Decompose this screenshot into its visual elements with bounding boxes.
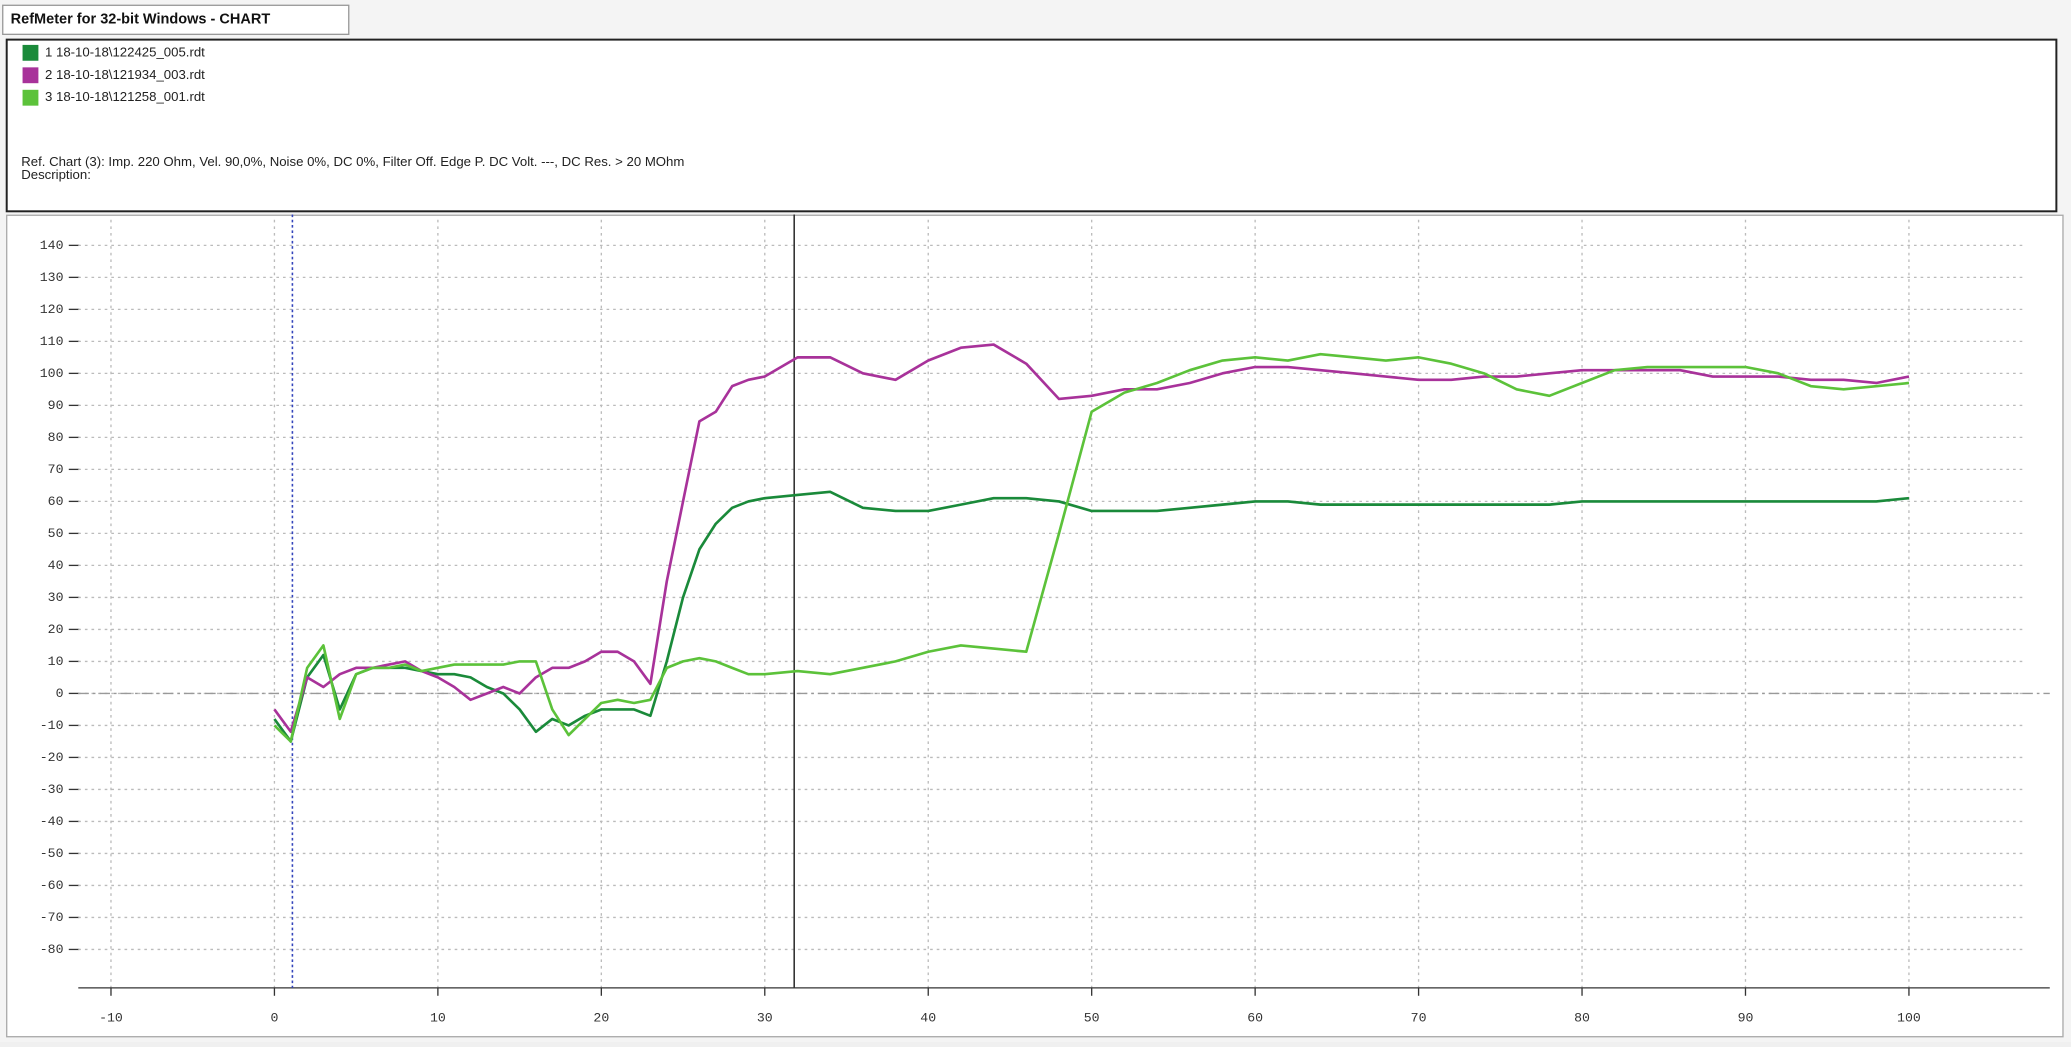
x-tick-label: 30 (757, 1011, 773, 1026)
legend-label: 1 18-10-18\122425_005.rdt (45, 44, 205, 59)
legend-box (5, 38, 2058, 213)
y-tick-label: -10 (40, 718, 64, 733)
tab[interactable] (2, 4, 350, 35)
y-tick-label: 120 (40, 302, 64, 317)
y-tick-label: -80 (40, 942, 64, 957)
y-tick-label: 0 (56, 686, 64, 701)
tab-title: RefMeter for 32-bit Windows - CHART (11, 12, 271, 28)
series-line (273, 343, 1910, 734)
description: Description: (21, 167, 91, 182)
y-tick-label: -20 (40, 750, 64, 765)
x-tick-label: -10 (99, 1011, 123, 1026)
y-tick-label: -40 (40, 814, 64, 829)
y-tick-label: 70 (48, 462, 64, 477)
chart-info: Ref. Chart (3): Imp. 220 Ohm, Vel. 90,0%… (21, 154, 684, 169)
legend-label: 2 18-10-18\121934_003.rdt (45, 67, 205, 82)
y-tick-label: 30 (48, 590, 64, 605)
x-tick-label: 50 (1084, 1011, 1100, 1026)
y-tick-label: 10 (48, 654, 64, 669)
y-tick-label: 140 (40, 238, 64, 253)
x-tick-label: 40 (920, 1011, 936, 1026)
y-tick-label: 80 (48, 430, 64, 445)
y-tick-label: -30 (40, 782, 64, 797)
series-line (273, 490, 1910, 743)
x-tick-label: 20 (593, 1011, 609, 1026)
y-tick-label: 50 (48, 526, 64, 541)
legend-swatch (22, 44, 39, 61)
legend-swatch (22, 67, 39, 84)
x-tick-label: 80 (1574, 1011, 1590, 1026)
series-line (273, 352, 1910, 743)
x-tick-label: 60 (1247, 1011, 1263, 1026)
x-tick-label: 100 (1897, 1011, 1921, 1026)
y-tick-label: 40 (48, 558, 64, 573)
y-tick-label: -70 (40, 910, 64, 925)
y-tick-label: -50 (40, 846, 64, 861)
y-tick-label: 110 (40, 334, 64, 349)
y-tick-label: 90 (48, 398, 64, 413)
chart-panel (6, 214, 2064, 1038)
y-tick-label: 20 (48, 622, 64, 637)
y-tick-label: 60 (48, 494, 64, 509)
x-tick-label: 90 (1738, 1011, 1754, 1026)
y-tick-label: 100 (40, 366, 64, 381)
legend-swatch (22, 89, 39, 106)
legend-label: 3 18-10-18\121258_001.rdt (45, 89, 205, 104)
x-tick-label: 0 (270, 1011, 278, 1026)
x-tick-label: 70 (1411, 1011, 1427, 1026)
y-tick-label: -60 (40, 878, 64, 893)
y-tick-label: 130 (40, 270, 64, 285)
x-tick-label: 10 (430, 1011, 446, 1026)
